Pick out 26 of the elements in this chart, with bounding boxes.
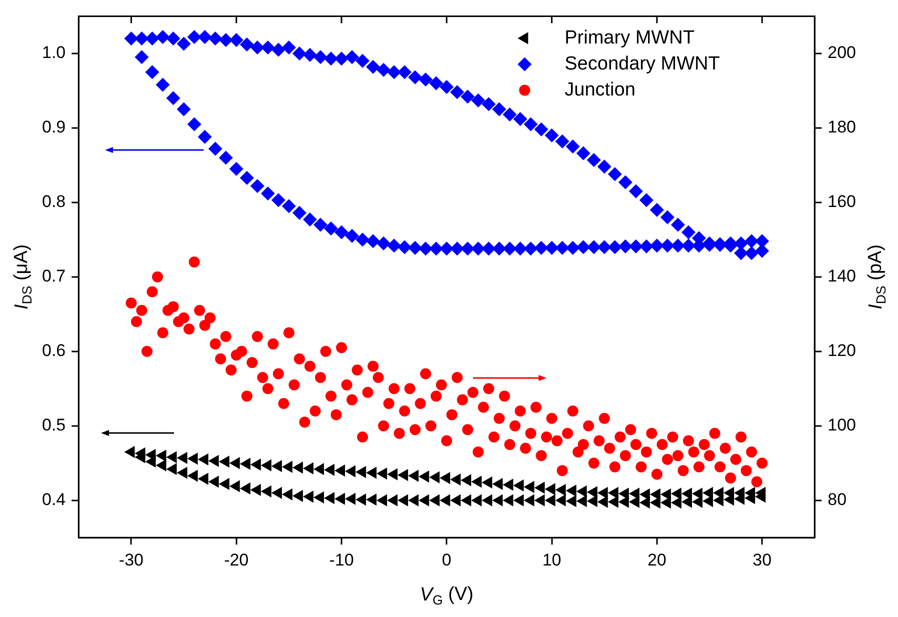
x-tick-label: -20 xyxy=(224,550,249,570)
y2-tick-label: 140 xyxy=(828,266,856,286)
y-tick-label: 0.9 xyxy=(42,118,66,137)
x-tick-label: -30 xyxy=(118,550,144,570)
y2-axis-title: IDS (pA) xyxy=(865,244,888,310)
legend-label: Junction xyxy=(564,79,636,100)
x-tick-label: 20 xyxy=(647,550,666,570)
y-tick-label: 1.0 xyxy=(42,43,66,62)
y-axis-title: IDS (μA) xyxy=(11,244,34,310)
x-tick-label: 30 xyxy=(752,550,772,570)
y-tick-label: 0.8 xyxy=(42,192,66,212)
y-tick-label: 0.7 xyxy=(42,266,66,286)
y-tick-label: 0.6 xyxy=(42,341,66,360)
x-tick-label: 0 xyxy=(442,550,452,570)
y-tick-label: 0.4 xyxy=(42,490,66,510)
x-tick-label: -10 xyxy=(329,550,354,570)
y2-tick-label: 80 xyxy=(828,490,847,510)
y2-tick-label: 100 xyxy=(828,416,856,435)
y2-tick-label: 160 xyxy=(828,192,856,212)
legend-label: Primary MWNT xyxy=(564,27,695,48)
y2-tick-label: 120 xyxy=(828,341,856,360)
y2-tick-label: 180 xyxy=(828,118,856,137)
y2-tick-label: 200 xyxy=(828,43,856,62)
legend-label: Secondary MWNT xyxy=(564,53,720,74)
x-tick-label: 10 xyxy=(542,550,562,570)
y-tick-label: 0.5 xyxy=(42,416,66,435)
